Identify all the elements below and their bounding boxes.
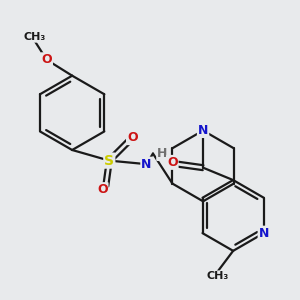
Text: CH₃: CH₃	[206, 271, 228, 281]
Text: O: O	[97, 183, 107, 196]
Text: S: S	[104, 154, 114, 168]
Text: N: N	[198, 124, 208, 137]
Text: O: O	[41, 53, 52, 66]
Text: O: O	[167, 156, 178, 169]
Text: H: H	[157, 147, 168, 160]
Text: CH₃: CH₃	[23, 32, 45, 42]
Text: N: N	[141, 158, 152, 171]
Text: N: N	[259, 227, 269, 240]
Text: O: O	[127, 131, 138, 144]
